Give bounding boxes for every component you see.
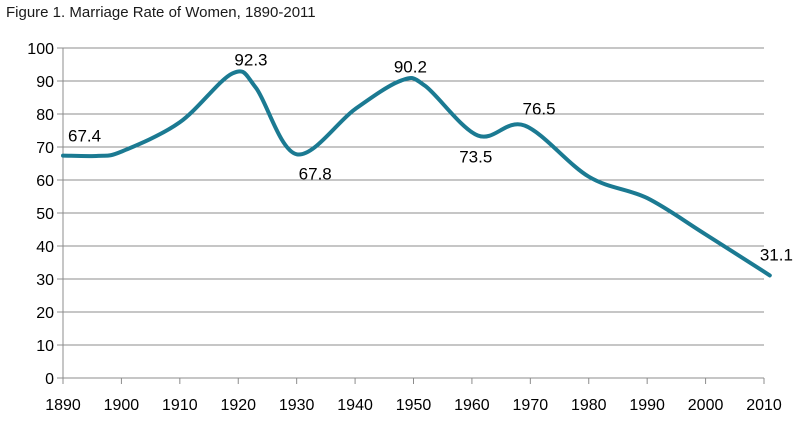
x-tick-label: 1940 [337,397,373,414]
series-line [61,69,772,278]
data-labels: 67.4 92.3 67.8 90.2 73.5 76.5 31.1 [68,50,793,264]
chart-title: Figure 1. Marriage Rate of Women, 1890-2… [6,4,316,21]
data-label: 73.5 [459,147,492,166]
y-tick-label: 80 [36,107,54,124]
y-tick-label: 50 [36,206,54,223]
y-tick-label: 0 [45,371,54,388]
data-label: 90.2 [394,57,427,76]
x-tick-label: 1980 [571,397,607,414]
y-tick-label: 70 [36,140,54,157]
x-tick-label: 1990 [629,397,665,414]
x-tick-label: 1950 [396,397,432,414]
x-tick-label: 1920 [220,397,256,414]
y-tick-label: 100 [27,41,54,58]
x-tick-labels: 1890 1900 1910 1920 1930 1940 1950 1960 1970 1980… [45,397,782,414]
y-tick-label: 10 [36,338,54,355]
y-tick-label: 90 [36,74,54,91]
x-tick-label: 1910 [162,397,198,414]
axes [62,48,765,384]
x-tick-label: 1960 [454,397,490,414]
x-tick-label: 1890 [45,397,81,414]
y-tick-label: 30 [36,272,54,289]
data-label: 76.5 [522,100,555,119]
x-tick-label: 1970 [513,397,549,414]
x-tick-label: 2000 [688,397,724,414]
data-label: 92.3 [234,50,267,69]
x-tick-label: 2010 [746,397,782,414]
y-tick-label: 60 [36,173,54,190]
data-label: 31.1 [760,245,793,264]
gridlines [57,47,764,379]
data-label: 67.8 [299,164,332,183]
y-tick-label: 40 [36,239,54,256]
y-tick-labels: 0 10 20 30 40 50 60 70 80 90 100 [27,41,54,388]
data-label: 67.4 [68,127,101,146]
x-tick-label: 1900 [104,397,140,414]
x-tick-label: 1930 [279,397,315,414]
y-tick-label: 20 [36,305,54,322]
